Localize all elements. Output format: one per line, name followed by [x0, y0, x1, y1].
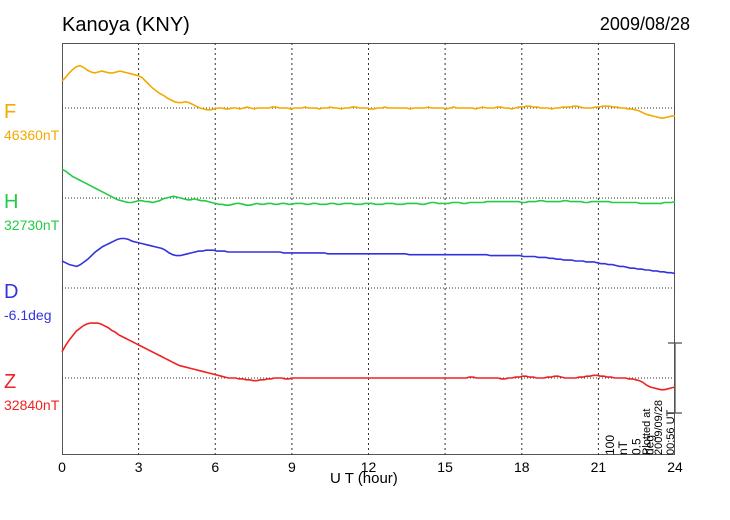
xtick-24: 24: [667, 459, 683, 475]
xtick-9: 9: [288, 459, 296, 475]
trace-D-label: D: [4, 281, 18, 304]
xtick-0: 0: [58, 459, 66, 475]
trace-F-value: 46360nT: [4, 127, 59, 143]
xtick-18: 18: [514, 459, 530, 475]
vertical-gridlines: [139, 43, 599, 455]
plot-area: F 46360nT H 32730nT D -6.1deg Z 32840nT …: [62, 43, 675, 455]
trace-Z-label: Z: [4, 371, 16, 394]
trace-H-label: H: [4, 191, 18, 214]
trace-Z-value: 32840nT: [4, 397, 59, 413]
xaxis-title: U T (hour): [330, 470, 398, 487]
date-label: 2009/08/28: [600, 14, 690, 35]
xtick-6: 6: [211, 459, 219, 475]
trace-Z-group: [62, 323, 682, 413]
xtick-21: 21: [591, 459, 607, 475]
trace-H-value: 32730nT: [4, 217, 59, 233]
trace-D-value: -6.1deg: [4, 307, 51, 323]
plotted-timestamp: Plotted at 2009/09/28 00:56 UT: [641, 373, 677, 455]
trace-F-label: F: [4, 101, 16, 124]
page-title: Kanoya (KNY): [62, 14, 190, 37]
xtick-3: 3: [135, 459, 143, 475]
chart-container: Kanoya (KNY) 2009/08/28: [0, 0, 730, 520]
xtick-15: 15: [437, 459, 453, 475]
chart-svg: [62, 43, 675, 455]
